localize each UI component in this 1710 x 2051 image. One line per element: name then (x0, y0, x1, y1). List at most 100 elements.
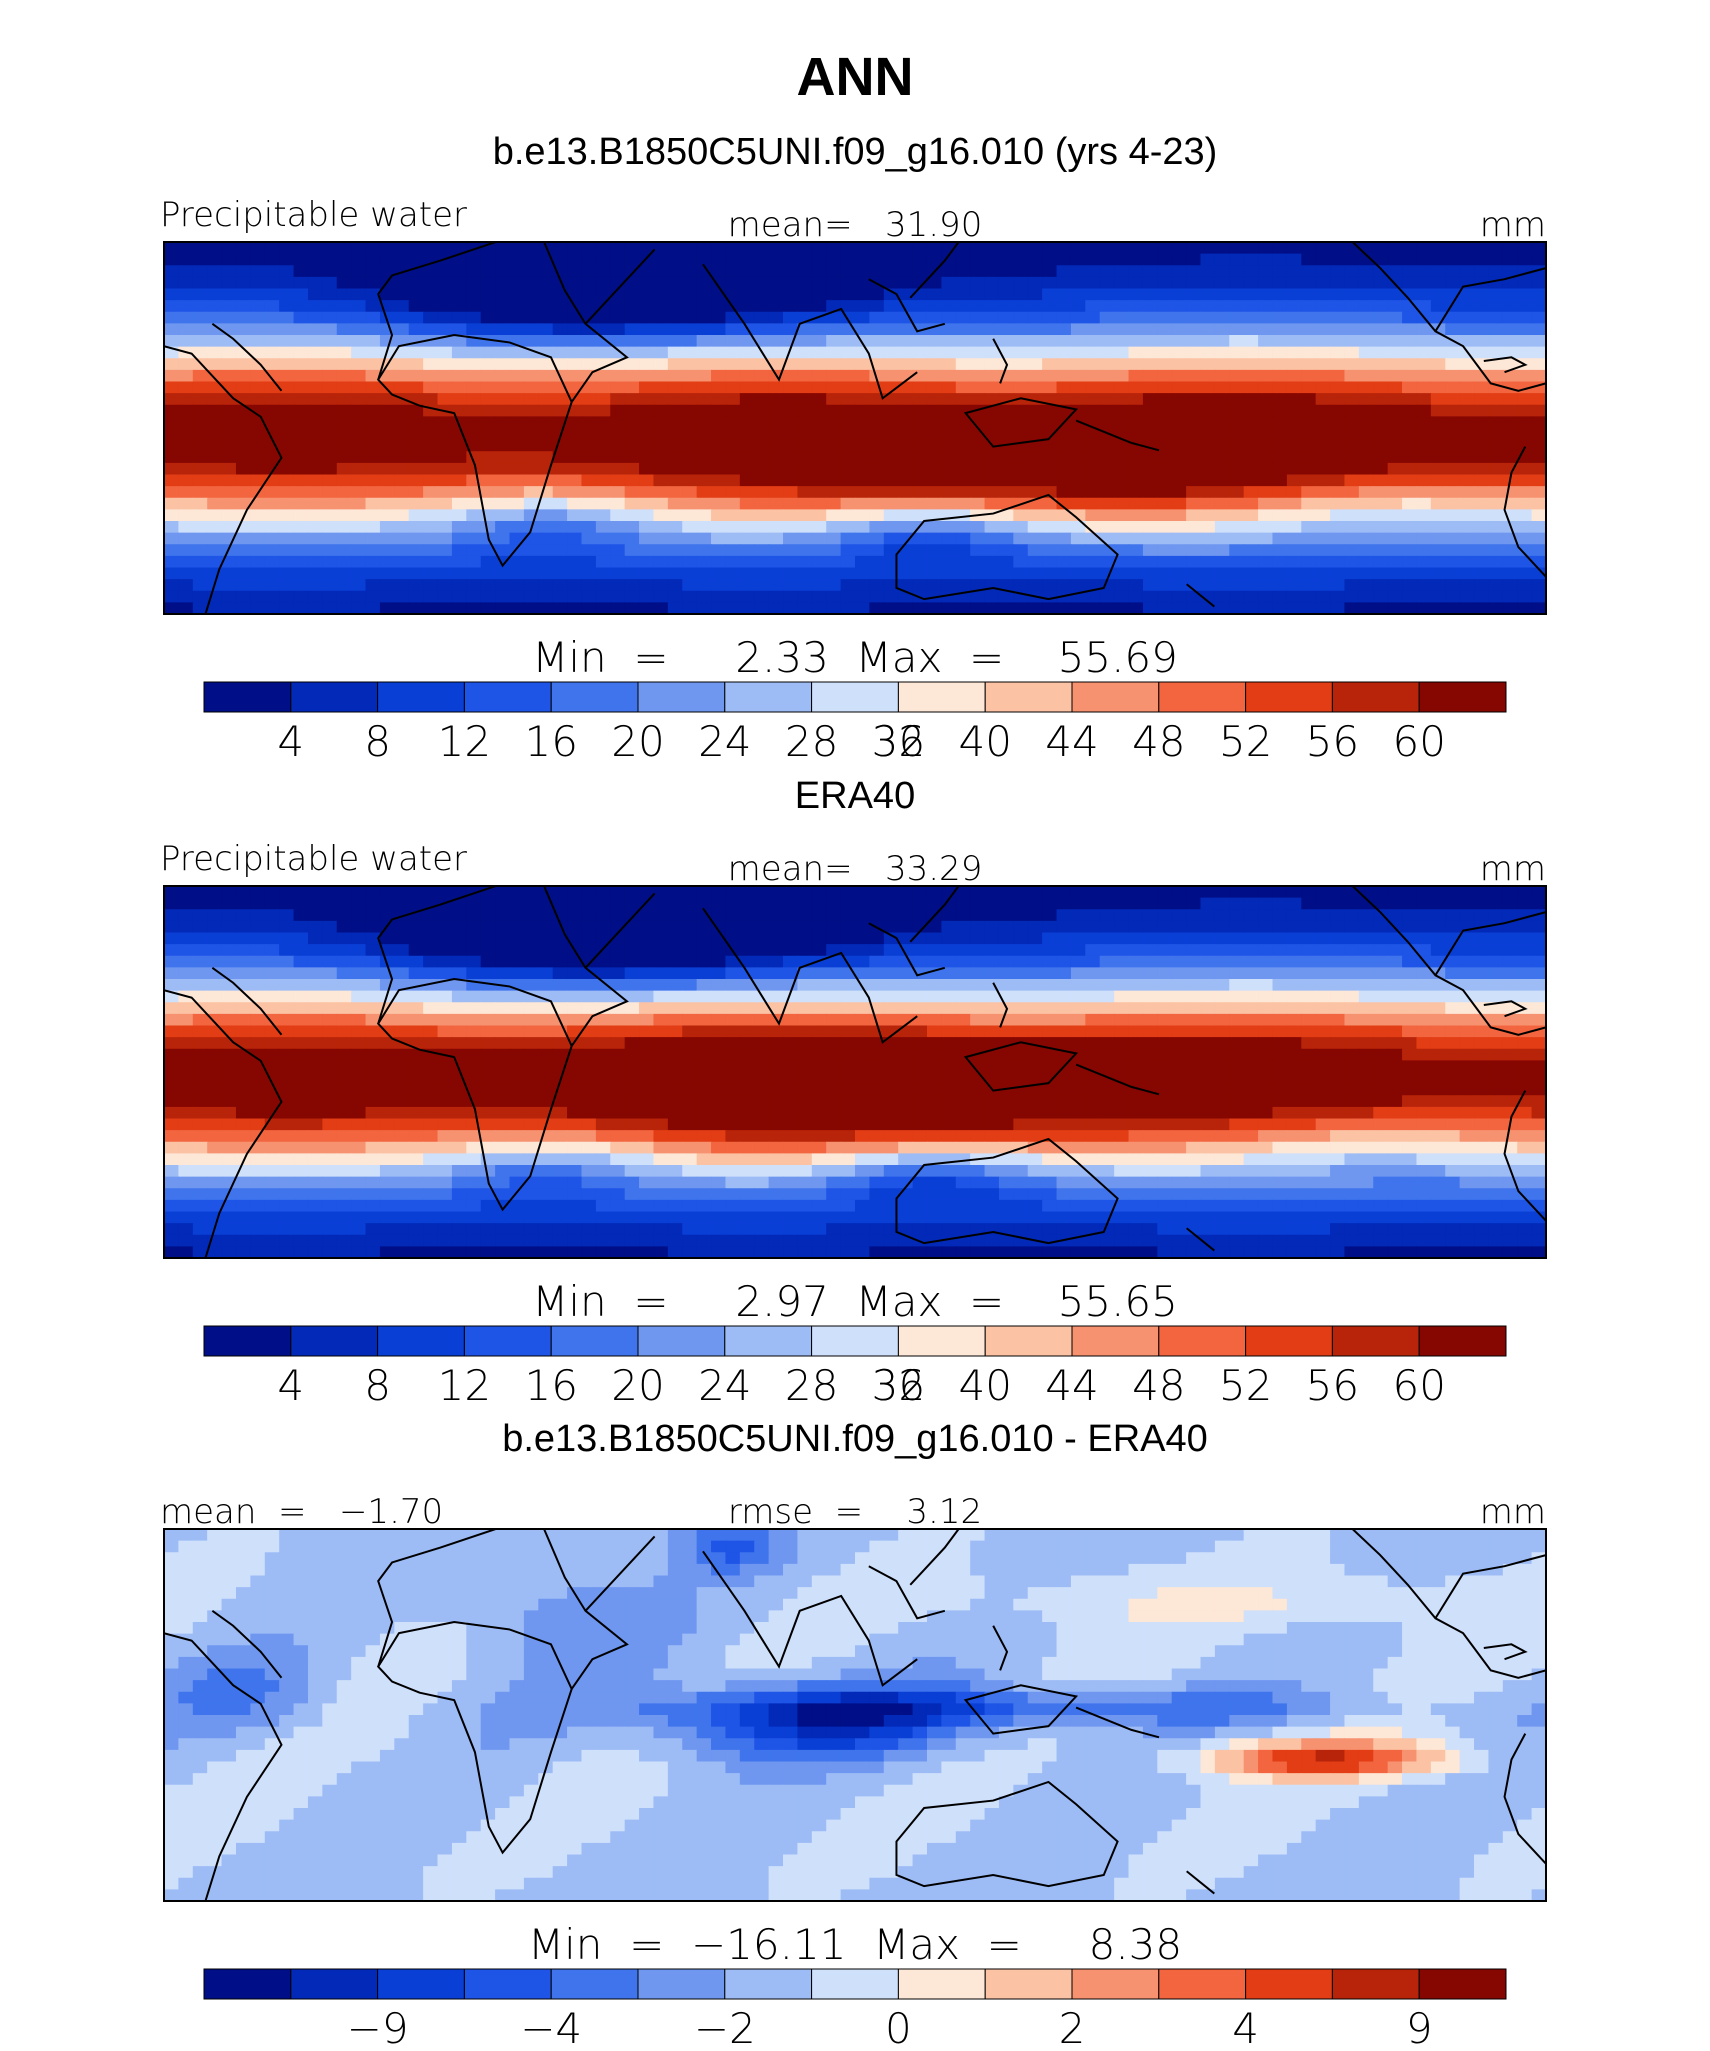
field-cell (1243, 1002, 1259, 1015)
field-cell (768, 579, 784, 592)
field-cell (998, 300, 1014, 313)
field-cell (1114, 886, 1130, 899)
field-cell (941, 602, 957, 614)
field-cell (725, 486, 741, 499)
field-cell (639, 416, 655, 429)
field-cell (394, 532, 410, 545)
field-cell (1258, 1072, 1274, 1085)
field-cell (667, 404, 683, 417)
field-cell (1243, 532, 1259, 545)
field-cell (739, 265, 755, 278)
field-cell (509, 602, 525, 614)
field-cell (1214, 358, 1230, 371)
field-cell (192, 335, 208, 348)
field-cell (1042, 602, 1058, 614)
field-cell (1186, 265, 1202, 278)
field-cell (538, 1048, 554, 1061)
field-cell (912, 555, 928, 569)
field-cell (869, 1013, 885, 1027)
field-cell (351, 242, 367, 255)
field-cell (423, 474, 439, 487)
field-cell (998, 967, 1014, 980)
field-cell (1056, 451, 1072, 464)
field-cell (1200, 428, 1216, 441)
field-cell (610, 1048, 626, 1061)
field-cell (164, 393, 179, 406)
field-cell (1186, 311, 1202, 324)
field-cell (1114, 932, 1130, 945)
field-cell (610, 311, 626, 324)
field-cell (1272, 265, 1288, 278)
field-cell (264, 1095, 280, 1108)
field-cell (898, 967, 914, 980)
field-cell (1085, 276, 1101, 290)
field-cell (581, 990, 597, 1003)
field-cell (1488, 311, 1504, 324)
field-cell (351, 955, 367, 968)
field-cell (379, 428, 395, 441)
field-cell (1358, 428, 1374, 441)
field-cell (639, 532, 655, 545)
field-cell (1445, 579, 1461, 592)
field-cell (1229, 1083, 1245, 1096)
field-cell (1373, 300, 1389, 313)
field-cell (1056, 253, 1072, 266)
field-cell (235, 544, 251, 557)
field-cell (624, 253, 640, 266)
field-cell (538, 509, 554, 522)
field-cell (1085, 381, 1101, 394)
field-cell (1272, 1037, 1288, 1050)
field-cell (725, 579, 741, 592)
field-cell (1056, 439, 1072, 452)
field-cell (912, 265, 928, 278)
field-cell (898, 253, 914, 266)
field-cell (624, 967, 640, 980)
field-cell (1344, 416, 1360, 429)
field-cell (408, 886, 424, 899)
field-cell (164, 1060, 179, 1073)
field-cell (1056, 335, 1072, 348)
field-cell (754, 1037, 770, 1050)
field-cell (797, 990, 813, 1003)
field-cell (1301, 1048, 1317, 1061)
field-cell (1027, 381, 1043, 394)
field-cell (264, 979, 280, 992)
colorbar-box (897, 681, 986, 713)
field-cell (567, 497, 583, 510)
field-cell (509, 323, 525, 336)
field-cell (1114, 416, 1130, 429)
field-cell (739, 932, 755, 945)
field-cell (480, 521, 496, 534)
field-cell (883, 474, 899, 487)
field-cell (1027, 1025, 1043, 1038)
field-cell (207, 509, 223, 522)
field-cell (408, 990, 424, 1003)
field-cell (883, 932, 899, 945)
field-cell (754, 920, 770, 934)
field-cell (581, 416, 597, 429)
field-cell (207, 276, 223, 290)
field-cell (495, 311, 511, 324)
field-cell (1387, 1013, 1403, 1027)
field-cell (955, 579, 971, 592)
field-cell (322, 451, 338, 464)
field-cell (811, 497, 827, 510)
field-cell (1171, 1037, 1187, 1050)
field-cell (1430, 979, 1446, 992)
field-cell (408, 276, 424, 290)
field-cell (279, 381, 295, 394)
field-cell (840, 462, 856, 476)
field-cell (653, 509, 669, 522)
field-cell (1200, 909, 1216, 922)
field-cell (221, 486, 237, 499)
field-cell (610, 1037, 626, 1050)
field-cell (754, 497, 770, 510)
field-cell (1301, 416, 1317, 429)
field-cell (682, 1060, 698, 1073)
field-cell (1474, 381, 1490, 394)
field-cell (1070, 288, 1086, 301)
field-cell (783, 590, 799, 603)
field-cell (1214, 381, 1230, 394)
field-cell (739, 381, 755, 394)
field-cell (322, 265, 338, 278)
